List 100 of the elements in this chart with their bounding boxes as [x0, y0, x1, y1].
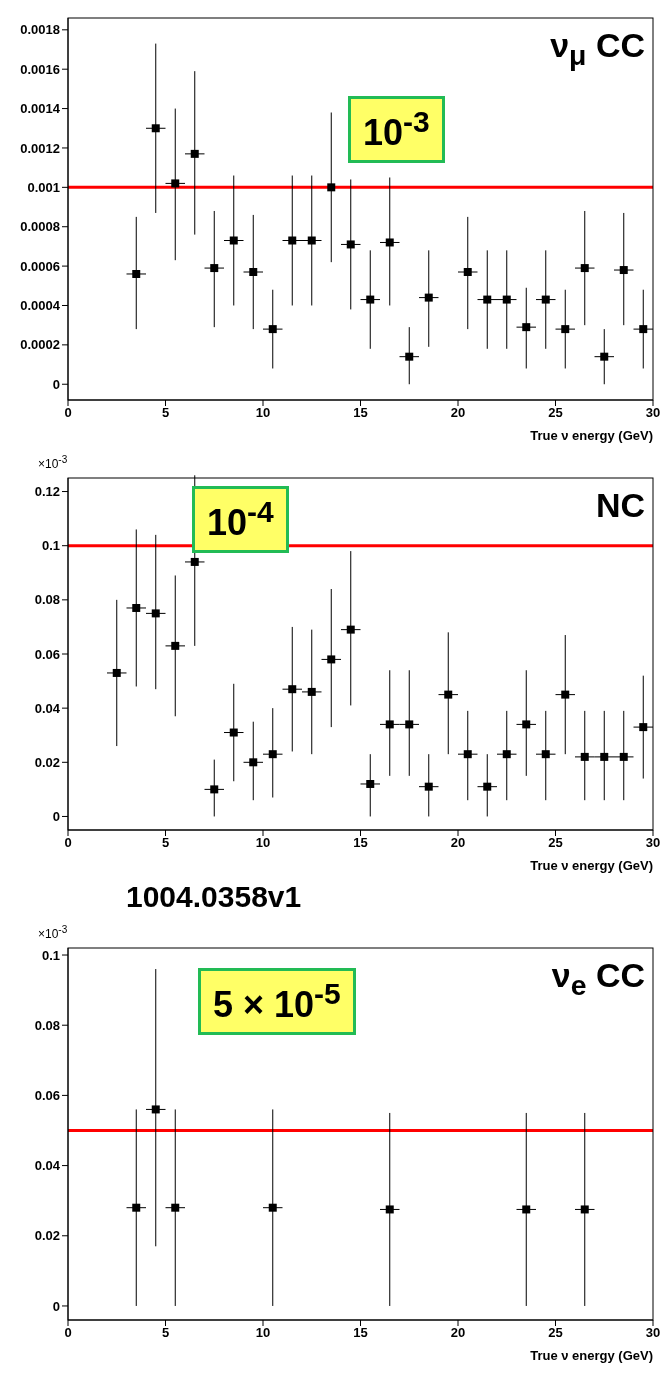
point: [580, 752, 589, 761]
point: [580, 264, 589, 273]
point: [619, 266, 628, 275]
y-tick-label: 0.02: [34, 754, 60, 770]
text: ×10$^{-3}$: [38, 454, 68, 471]
y-tick-label: 0.0002: [20, 337, 60, 353]
x-tick-label: 0: [64, 1325, 72, 1341]
text: ×10$^{-3}$: [38, 924, 68, 941]
point: [561, 690, 570, 699]
text: 1004.0358v1: [126, 880, 302, 914]
point: [424, 293, 433, 302]
point: [288, 236, 297, 245]
point: [483, 295, 492, 304]
point: [229, 236, 238, 245]
point: [424, 782, 433, 791]
point: [366, 779, 375, 788]
point: [132, 269, 141, 278]
point: [561, 325, 570, 334]
point: [385, 720, 394, 729]
point: [502, 295, 511, 304]
point: [151, 1105, 160, 1114]
point: [600, 752, 609, 761]
point: [132, 603, 141, 612]
annotation: 5 × 10$^{-5}$: [198, 968, 356, 1035]
point: [327, 655, 336, 664]
y-tick-label: 0: [52, 376, 60, 392]
y-tick-label: 0.0008: [20, 219, 60, 235]
y-tick-label: 0: [52, 1298, 60, 1314]
y-tick-label: 0.0014: [20, 101, 61, 117]
y-tick-label: 0.08: [34, 1017, 60, 1033]
point: [210, 264, 219, 273]
point: [151, 609, 160, 618]
x-tick-label: 30: [645, 1325, 661, 1341]
x-tick-label: 15: [353, 405, 368, 421]
annotation: NC: [595, 486, 645, 525]
x-axis-title: True ν energy (GeV): [530, 428, 653, 443]
point: [405, 352, 414, 361]
point: [522, 323, 531, 332]
x-axis-title: True ν energy (GeV): [530, 858, 653, 873]
y-tick-label: 0.0016: [20, 61, 60, 77]
point: [249, 758, 258, 767]
y-tick-label: 0.12: [34, 484, 60, 500]
point: [132, 1203, 141, 1212]
point: [366, 295, 375, 304]
point: [522, 1205, 531, 1214]
annotation: 10$^{-4}$: [192, 486, 289, 553]
y-tick-label: 0.08: [34, 592, 60, 608]
x-tick-label: 5: [161, 405, 170, 421]
point: [502, 750, 511, 759]
y-tick-label: 0.06: [34, 646, 60, 662]
x-tick-label: 0: [64, 835, 72, 851]
point: [463, 750, 472, 759]
annotation: ν$_{e}$ CC: [551, 956, 645, 1002]
point: [229, 728, 238, 737]
y-tick-label: 0.0012: [20, 140, 60, 156]
y-tick-label: 0.1: [41, 947, 60, 963]
point: [405, 720, 414, 729]
point: [385, 238, 394, 247]
x-tick-label: 20: [450, 1325, 466, 1341]
annotation: 10$^{-3}$: [348, 96, 445, 163]
x-tick-label: 20: [450, 405, 466, 421]
y-tick-label: 0: [52, 809, 60, 825]
point: [249, 268, 258, 277]
point: [541, 295, 550, 304]
x-tick-label: 10: [255, 835, 271, 851]
point: [307, 236, 316, 245]
x-tick-label: 25: [548, 405, 563, 421]
x-tick-label: 0: [64, 405, 72, 421]
x-tick-label: 15: [353, 1325, 368, 1341]
x-tick-label: 25: [548, 1325, 563, 1341]
y-tick-label: 0.04: [34, 700, 61, 716]
y-tick-label: 0.0018: [20, 22, 60, 38]
y-tick-label: 0.1: [41, 538, 60, 554]
point: [580, 1205, 589, 1214]
x-tick-label: 15: [353, 835, 368, 851]
point: [444, 690, 453, 699]
point: [639, 723, 648, 732]
point: [171, 1203, 180, 1212]
point: [112, 668, 121, 677]
x-tick-label: 10: [255, 1325, 271, 1341]
x-axis-title: True ν energy (GeV): [530, 1348, 653, 1363]
point: [268, 325, 277, 334]
x-tick-label: 30: [645, 835, 661, 851]
point: [346, 240, 355, 249]
point: [483, 782, 492, 791]
point: [619, 752, 628, 761]
x-tick-label: 25: [548, 835, 563, 851]
point: [268, 750, 277, 759]
y-tick-label: 0.04: [34, 1158, 61, 1174]
point: [171, 179, 180, 188]
point: [327, 183, 336, 192]
x-tick-label: 20: [450, 835, 466, 851]
point: [639, 325, 648, 334]
point: [541, 750, 550, 759]
y-tick-label: 0.02: [34, 1228, 60, 1244]
point: [268, 1203, 277, 1212]
y-tick-label: 0.06: [34, 1088, 60, 1104]
point: [151, 124, 160, 133]
point: [210, 785, 219, 794]
point: [522, 720, 531, 729]
